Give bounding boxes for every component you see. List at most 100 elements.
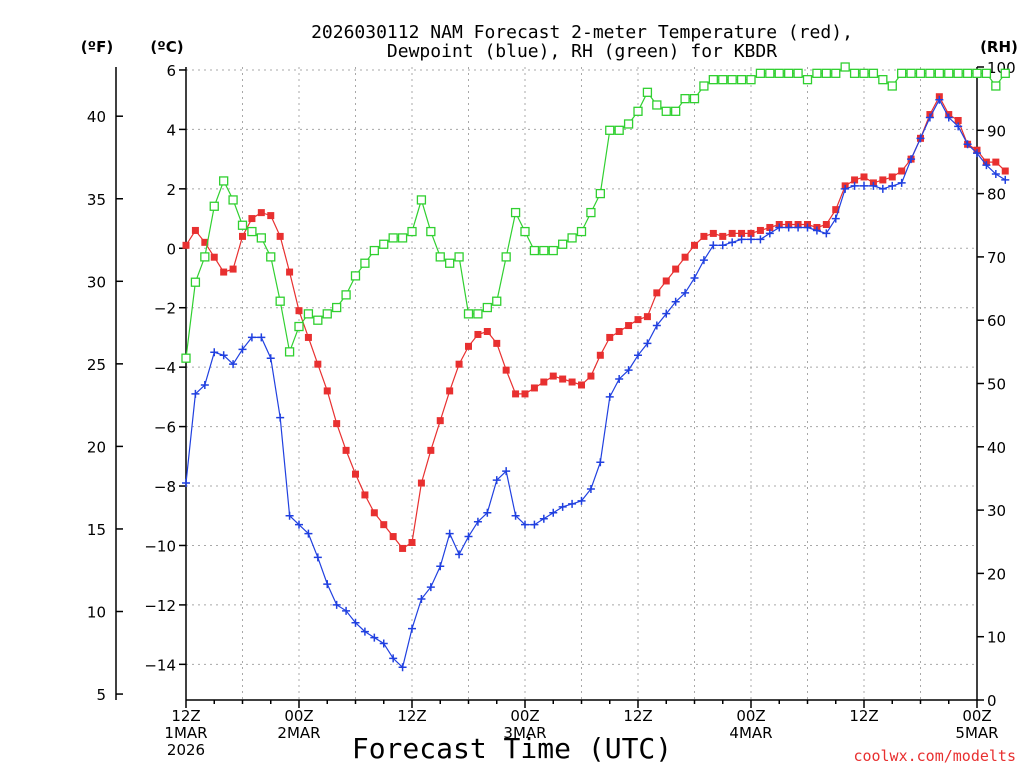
dewpoint-point [408,624,416,633]
rh-point [369,245,379,256]
rh-point [379,239,389,249]
temperature-point [888,173,896,181]
fahrenheit-tick-label: 5 [96,686,106,704]
temperature-markers [182,93,1009,552]
dewpoint-point [191,389,200,398]
rh-point [341,290,351,300]
rh-point [633,106,643,116]
rh-point [237,220,248,230]
rh-point [605,125,615,135]
rh-point [765,68,775,78]
time-tick-label: 00Z [736,707,765,725]
temperature-point [578,381,585,389]
fahrenheit-tick-label: 20 [87,438,106,456]
rh-point [925,68,935,78]
dewpoint-point [615,375,624,384]
rh-point [981,68,992,78]
rh-point [878,75,888,85]
celsius-tick-label: 2 [166,181,176,199]
rh-point [407,226,417,237]
dewpoint-point [756,235,765,244]
celsius-tick-label: 6 [166,62,176,80]
temperature-point [587,372,595,380]
rh-point [576,226,587,237]
rh-point [774,68,784,78]
rh-point [991,81,1001,91]
dewpoint-point [652,321,661,330]
rh-point [915,68,926,78]
dewpoint-point [247,333,256,342]
rh-point [802,75,813,85]
dewpoint-point [709,241,718,250]
dewpoint-point [690,274,699,282]
temperature-point [719,232,727,240]
temperature-point [691,241,698,249]
celsius-tick-label: 0 [166,240,176,258]
dewpoint-point [417,594,426,603]
rh-point [294,321,304,332]
time-tick-label: 12Z [849,707,878,725]
rh-point [718,75,728,85]
dewpoint-point [596,458,605,467]
dewpoint-point [737,235,746,244]
rh-point [529,245,540,256]
rh-point [181,353,191,363]
dewpoint-point [276,413,285,422]
temperature-point [643,313,651,321]
dewpoint-point [794,223,803,232]
time-tick-label: 12Z [171,707,200,725]
chart-title-line-1: 2026030112 NAM Forecast 2-meter Temperat… [311,22,853,43]
dewpoint-point [351,618,360,627]
rh-point [397,233,408,243]
rh-point [520,226,530,237]
temperature-point [333,420,341,428]
rh-point [501,252,511,262]
dewpoint-point [257,333,266,342]
dewpoint-point [295,520,303,529]
temperature-point [634,316,642,324]
dewpoint-point [464,532,473,541]
temperature-point [728,229,736,237]
rh-point [247,226,257,237]
time-tick-label: 2026 [167,741,205,759]
rh-point [1000,68,1010,78]
dewpoint-point [765,229,774,238]
temperature-point [399,544,407,552]
rh-point [652,100,662,110]
temperature-point [954,116,962,124]
rh-point [492,296,502,306]
dewpoint-point [558,502,567,511]
rh-point [322,309,332,319]
fahrenheit-tick-label: 10 [87,604,106,622]
temperature-point [436,417,444,425]
rh-tick-label: 30 [987,502,1006,520]
dewpoint-point [963,140,972,149]
temperature-point [879,176,887,184]
dewpoint-point [624,366,633,375]
rh-point [388,233,398,243]
dewpoint-point [775,223,784,232]
rh-point [209,201,219,211]
celsius-tick-label: −10 [144,537,176,555]
dewpoint-point [530,520,539,529]
temperature-point [474,330,482,338]
dewpoint-point [323,580,332,589]
dewpoint-point [728,238,737,247]
temperature-point [427,446,435,454]
x-axis-title: Forecast Time (UTC) [352,732,672,765]
fahrenheit-tick-label: 40 [87,108,106,126]
dewpoint-point [492,476,501,485]
dewpoint-point [831,214,840,223]
temperature-point [239,232,246,240]
temperature-point [417,479,425,487]
rh-point [849,68,860,78]
temperature-point [700,232,708,240]
temperature-point [408,538,416,546]
temperature-point [229,265,237,273]
temperature-point [681,253,689,261]
celsius-tick-label: −4 [154,359,176,377]
fahrenheit-unit-label: (ºF) [81,38,113,56]
dewpoint-point [643,339,652,348]
dewpoint-point [935,95,944,104]
